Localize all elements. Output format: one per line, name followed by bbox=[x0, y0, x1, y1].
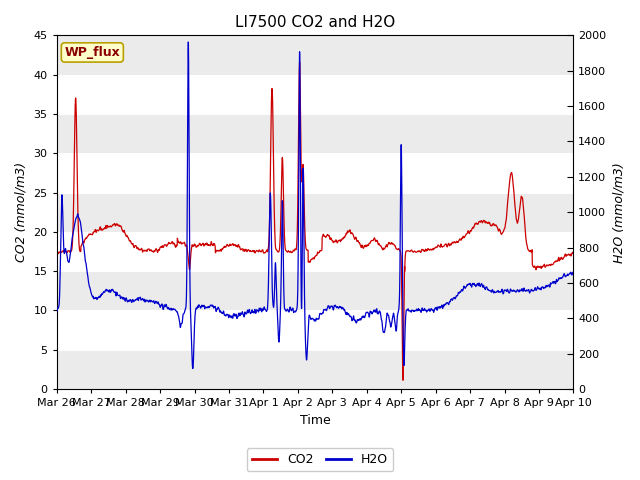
Bar bbox=[57, 350, 573, 389]
Y-axis label: CO2 (mmol/m3): CO2 (mmol/m3) bbox=[15, 162, 28, 262]
Legend: CO2, H2O: CO2, H2O bbox=[247, 448, 393, 471]
Bar bbox=[57, 271, 573, 311]
Bar bbox=[57, 114, 573, 153]
Bar bbox=[57, 153, 573, 192]
Bar bbox=[57, 74, 573, 114]
Bar bbox=[57, 192, 573, 232]
Bar bbox=[57, 36, 573, 74]
Text: WP_flux: WP_flux bbox=[65, 46, 120, 59]
Title: LI7500 CO2 and H2O: LI7500 CO2 and H2O bbox=[235, 15, 396, 30]
Bar bbox=[57, 311, 573, 350]
Y-axis label: H2O (mmol/m3): H2O (mmol/m3) bbox=[612, 162, 625, 263]
Bar bbox=[57, 232, 573, 271]
X-axis label: Time: Time bbox=[300, 414, 330, 427]
